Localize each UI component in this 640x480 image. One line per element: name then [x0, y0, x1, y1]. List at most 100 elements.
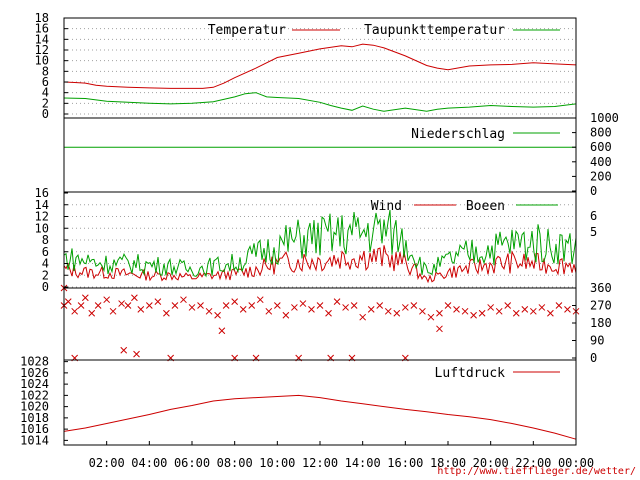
wind-direction-point — [218, 327, 226, 335]
wind-series-boeen — [63, 209, 577, 278]
wind-direction-point — [248, 302, 256, 309]
wind-direction-point — [470, 311, 477, 319]
wind-direction-point — [222, 302, 230, 309]
pressure-tick-label: 1018 — [20, 411, 49, 425]
axis-labels: 0246810121416180200400600800100002468101… — [20, 11, 619, 470]
wind-direction-point — [197, 302, 204, 309]
wind-direction-point — [133, 350, 140, 358]
precipitation-tick-label: 0 — [590, 184, 597, 198]
x-axis-tick-label: 14:00 — [345, 456, 381, 470]
wind-direction-point — [564, 306, 571, 313]
legend-label-boeen: Boeen — [466, 199, 505, 214]
wind-direction-point — [427, 313, 435, 321]
temperature-tick-label: 8 — [42, 64, 49, 78]
precipitation-tick-label: 200 — [590, 169, 612, 183]
wind-direction-point — [256, 296, 264, 304]
wind-direction-point — [436, 325, 443, 333]
wind-tick-label: 10 — [35, 221, 49, 235]
temperature-tick-label: 18 — [35, 11, 49, 25]
wind-direction-point — [205, 307, 213, 315]
legend-label-luftdruck: Luftdruck — [435, 366, 506, 381]
wind-direction-point — [154, 298, 162, 305]
wind-direction-point — [504, 302, 512, 309]
wind-direction-point — [401, 304, 409, 311]
wind-direction-point — [88, 309, 96, 317]
temperature-tick-label: 14 — [35, 32, 49, 46]
wind-direction-point — [109, 307, 117, 315]
wind-direction-point — [273, 302, 281, 309]
wind-direction-point — [376, 302, 384, 309]
wind-right-tick-label: 5 — [590, 225, 597, 239]
temperature-tick-label: 0 — [42, 107, 49, 121]
legend-label-temperatur: Temperatur — [208, 23, 286, 38]
wind-direction-point — [81, 294, 89, 302]
wind-direction-point — [239, 306, 247, 313]
wind-direction-point — [291, 304, 298, 311]
wind-direction-point — [453, 306, 460, 313]
x-axis-tick-label: 10:00 — [259, 456, 295, 470]
wind-direction-point — [333, 298, 341, 305]
pressure-tick-label: 1022 — [20, 388, 49, 402]
wind-direction-point — [461, 307, 469, 315]
wind-direction-point — [367, 306, 375, 313]
wind-direction-point — [137, 306, 145, 313]
wind-direction-tick-label: 180 — [590, 316, 612, 330]
precipitation-tick-label: 400 — [590, 155, 612, 169]
x-axis-tick-label: 08:00 — [217, 456, 253, 470]
wind-direction-point — [436, 309, 443, 317]
precipitation-tick-label: 800 — [590, 126, 612, 140]
wind-tick-label: 14 — [35, 198, 49, 212]
wind-direction-point — [64, 298, 72, 305]
wind-direction-point — [308, 306, 315, 313]
wind-direction-point — [444, 302, 452, 309]
data-series — [60, 43, 580, 440]
legend-label-niederschlag: Niederschlag — [411, 127, 505, 142]
wind-direction-point — [384, 307, 392, 315]
wind-direction-point — [120, 346, 128, 354]
wind-direction-point — [419, 307, 426, 315]
wind-direction-point — [145, 302, 153, 309]
wind-direction-tick-label: 270 — [590, 299, 612, 313]
wind-direction-point — [94, 302, 102, 309]
temperature-tick-label: 16 — [35, 22, 49, 36]
legend: Temperatur Taupunkttemperatur Niederschlag… — [208, 23, 560, 381]
wind-direction-tick-label: 0 — [590, 351, 597, 365]
wind-direction-point — [538, 304, 546, 311]
temperature-tick-label: 6 — [42, 75, 49, 89]
wind-direction-point — [393, 309, 401, 317]
wind-direction-point — [529, 307, 537, 315]
wind-tick-label: 12 — [35, 210, 49, 224]
wind-tick-label: 4 — [42, 257, 49, 271]
wind-direction-point — [512, 309, 520, 317]
temperature-tick-label: 2 — [42, 96, 49, 110]
x-axis-tick-label: 20:00 — [473, 456, 509, 470]
wind-tick-label: 16 — [35, 186, 49, 200]
wind-direction-point — [487, 304, 495, 311]
x-axis-tick-label: 06:00 — [174, 456, 210, 470]
wind-direction-point — [131, 294, 138, 302]
wind-direction-point — [118, 300, 125, 307]
legend-label-taupunkttemperatur: Taupunkttemperatur — [364, 23, 505, 38]
pressure-tick-label: 1020 — [20, 400, 49, 414]
wind-series-wind — [63, 245, 577, 284]
wind-direction-point — [124, 302, 132, 309]
wind-direction-point — [214, 311, 221, 319]
wind-tick-label: 8 — [42, 233, 49, 247]
wind-tick-label: 2 — [42, 268, 49, 282]
x-axis-tick-label: 22:00 — [515, 456, 551, 470]
temperature-series-temperatur — [63, 43, 577, 89]
pressure-tick-label: 1026 — [20, 366, 49, 380]
wind-direction-frame — [63, 287, 577, 361]
wind-direction-point — [163, 309, 170, 317]
source-url[interactable]: http://www.tiefflieger.de/wetter/ — [437, 466, 636, 477]
wind-direction-point — [410, 302, 418, 309]
pressure-tick-label: 1028 — [20, 355, 49, 369]
wind-direction-point — [265, 307, 273, 315]
wind-direction-point — [231, 298, 239, 305]
wind-direction-point — [188, 304, 196, 311]
x-axis-tick-label: 16:00 — [387, 456, 423, 470]
wind-direction-point — [103, 296, 111, 304]
wind-right-tick-label: 6 — [590, 209, 597, 223]
wind-direction-point — [316, 302, 324, 309]
